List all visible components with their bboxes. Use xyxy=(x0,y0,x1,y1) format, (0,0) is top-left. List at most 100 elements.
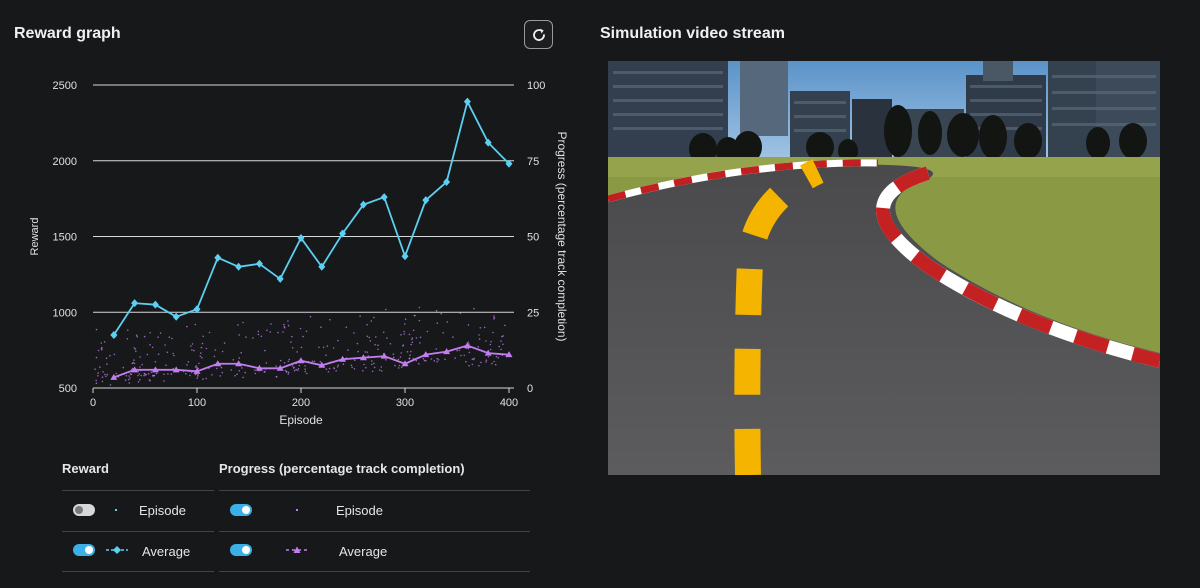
episode-dot xyxy=(133,359,135,361)
refresh-button[interactable] xyxy=(524,20,553,49)
episode-dot xyxy=(146,353,149,356)
episode-dot xyxy=(297,368,300,370)
reward-average-toggle[interactable] xyxy=(73,544,95,556)
episode-dot xyxy=(313,360,316,363)
episode-dot xyxy=(264,370,266,373)
episode-dot xyxy=(291,365,294,367)
episode-dot xyxy=(167,373,169,375)
episode-dot xyxy=(436,360,438,363)
y2-tick-label: 50 xyxy=(527,232,539,244)
episode-dot xyxy=(306,372,308,375)
reward-average-marker xyxy=(339,229,347,238)
episode-dot xyxy=(269,331,272,333)
y2-tick-label: 100 xyxy=(527,80,545,92)
progress-episode-toggle[interactable] xyxy=(230,504,252,516)
episode-dot xyxy=(404,318,407,321)
episode-dot xyxy=(157,353,160,356)
episode-dot xyxy=(408,357,411,360)
episode-dot xyxy=(354,359,356,362)
episode-dot xyxy=(241,367,243,369)
episode-dot xyxy=(296,369,299,372)
episode-dot xyxy=(199,355,202,358)
episode-dot xyxy=(493,360,495,363)
episode-dot xyxy=(347,349,349,351)
reward-average-marker xyxy=(235,262,243,271)
episode-dot xyxy=(345,326,348,329)
episode-dot xyxy=(101,348,103,351)
episode-dot xyxy=(291,335,293,338)
x-tick-label: 200 xyxy=(292,397,310,409)
episode-dot xyxy=(403,333,406,335)
episode-dot xyxy=(191,343,194,345)
reward-average-swatch xyxy=(106,546,128,554)
episode-dot xyxy=(234,374,236,377)
episode-dot xyxy=(430,358,433,360)
episode-dot xyxy=(373,366,376,369)
episode-dot xyxy=(435,348,438,350)
episode-dot xyxy=(187,361,190,363)
episode-dot xyxy=(394,364,396,367)
episode-dot xyxy=(333,367,336,370)
reward-average-line xyxy=(113,99,510,336)
episode-dot xyxy=(418,306,421,309)
episode-dot xyxy=(423,359,426,362)
legend-divider xyxy=(219,531,530,532)
episode-dot xyxy=(105,357,108,360)
episode-dot xyxy=(194,366,197,368)
y2-axis-title: Progress (percentage track completion) xyxy=(555,131,569,341)
episode-dot xyxy=(95,382,98,385)
episode-dot xyxy=(397,367,400,369)
reward-average-marker xyxy=(422,196,430,205)
episode-dot xyxy=(483,326,486,329)
episode-dot xyxy=(467,324,470,326)
progress-average-marker xyxy=(422,351,430,358)
reward-average-marker xyxy=(484,138,492,147)
episode-dot xyxy=(366,351,369,354)
reward-episode-toggle[interactable] xyxy=(73,504,95,516)
episode-dot xyxy=(143,372,146,375)
episode-dot xyxy=(202,335,204,338)
episode-dot xyxy=(172,352,174,355)
episode-dot xyxy=(109,355,111,357)
episode-dot xyxy=(468,351,471,354)
episode-dot xyxy=(320,326,322,329)
episode-dot xyxy=(127,329,129,332)
episode-dot xyxy=(473,307,475,310)
episode-dot xyxy=(327,371,330,373)
episode-dot xyxy=(370,320,373,322)
progress-episode-swatch xyxy=(296,509,298,511)
episode-dot xyxy=(163,380,165,382)
progress-average-marker xyxy=(505,351,513,358)
episode-scatter xyxy=(94,306,508,386)
episode-dot xyxy=(426,330,429,333)
episode-dot xyxy=(456,349,458,352)
episode-dot xyxy=(336,366,339,368)
episode-dot xyxy=(223,342,226,344)
episode-dot xyxy=(242,376,244,379)
episode-dot xyxy=(440,312,443,315)
episode-dot xyxy=(128,382,131,384)
episode-dot xyxy=(418,362,420,365)
episode-dot xyxy=(172,367,175,370)
episode-dot xyxy=(283,325,286,328)
episode-dot xyxy=(402,344,405,347)
progress-average-toggle[interactable] xyxy=(230,544,252,556)
episode-dot xyxy=(170,373,173,375)
episode-dot xyxy=(502,343,504,346)
simulation-video-frame xyxy=(608,61,1160,475)
episode-dot xyxy=(369,340,372,342)
episode-dot xyxy=(201,356,203,359)
episode-dot xyxy=(141,363,143,366)
episode-dot xyxy=(198,362,200,365)
episode-dot xyxy=(287,320,289,322)
episode-dot xyxy=(254,372,257,375)
reward-average-marker xyxy=(276,274,284,283)
x-tick-label: 300 xyxy=(396,397,414,409)
x-tick-label: 400 xyxy=(500,397,518,409)
progress-average-marker xyxy=(401,360,409,367)
y-axis-title: Reward xyxy=(29,218,41,256)
episode-dot xyxy=(411,337,414,339)
episode-dot xyxy=(104,373,106,376)
episode-dot xyxy=(194,323,197,326)
episode-dot xyxy=(485,361,487,363)
